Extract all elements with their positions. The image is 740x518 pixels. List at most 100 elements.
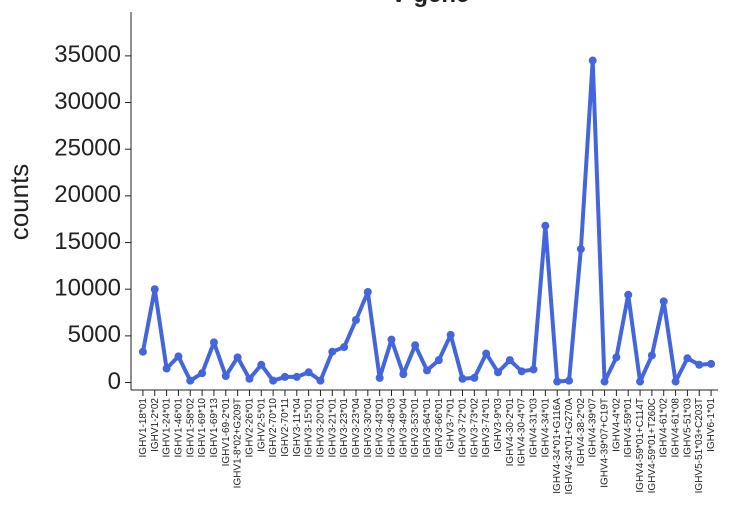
x-tick-label: IGHV3-49*04 — [398, 398, 409, 458]
x-tick-label: IGHV3-11*04 — [292, 398, 303, 457]
data-point — [150, 285, 159, 294]
data-point — [707, 359, 716, 368]
data-point — [553, 377, 562, 386]
data-point — [221, 372, 230, 380]
x-tick-label: IGHV4-30-2*01 — [505, 398, 516, 467]
x-tick-label: IGHV6-1*01 — [706, 398, 717, 452]
x-tick-label: IGHV3-66*01 — [434, 398, 445, 458]
x-tick-label: IGHV4-59*01 — [623, 398, 634, 458]
y-tick-label: 20000 — [54, 181, 121, 208]
data-point — [612, 353, 621, 362]
x-tick-label: IGHV1-69*13 — [209, 398, 220, 458]
x-tick-label: IGHV1-18*01 — [138, 398, 149, 458]
data-point — [659, 297, 668, 306]
data-point — [647, 351, 656, 360]
data-point — [494, 368, 503, 377]
x-tick-label: IGHV3-72*01 — [458, 398, 469, 458]
x-tick-label: IGHV3-7*01 — [446, 398, 457, 452]
data-point — [245, 374, 254, 383]
data-point — [636, 377, 645, 386]
x-tick-label: IGHV4-39*07 — [588, 398, 599, 458]
data-point — [351, 316, 360, 324]
data-point — [269, 376, 278, 385]
data-point — [529, 365, 538, 374]
x-tick-label: IGHV3-21*01 — [327, 398, 338, 458]
data-point — [695, 360, 704, 369]
x-tick-label: IGHV4-39*07+C19T — [600, 398, 611, 488]
data-point — [304, 368, 313, 377]
y-tick-label: 10000 — [54, 275, 121, 302]
y-tick-label: 5000 — [68, 321, 121, 348]
data-point — [209, 338, 218, 347]
x-tick-label: IGHV3-30*04 — [363, 398, 374, 458]
x-tick-label: IGHV1-69*10 — [197, 398, 208, 458]
x-tick-label: IGHV3-43*01 — [375, 398, 386, 458]
data-point — [517, 367, 526, 376]
x-tick-label: IGHV3-74*01 — [481, 398, 492, 458]
x-tick-label: IGHV4-61*02 — [659, 398, 670, 458]
data-point — [505, 356, 514, 365]
x-tick-label: IGHV4-38-2*02 — [576, 398, 587, 467]
data-point — [588, 56, 597, 65]
x-tick-label: IGHV3-64*01 — [422, 398, 433, 458]
data-point — [576, 245, 585, 254]
data-point — [280, 372, 289, 381]
data-point — [671, 377, 680, 386]
chart-title: V gene — [391, 0, 470, 8]
x-tick-label: IGHV3-15*01 — [304, 398, 315, 458]
x-tick-label: IGHV4-59*01+T260C — [647, 398, 658, 493]
data-point — [624, 290, 633, 299]
x-tick-label: IGHV3-53*01 — [410, 398, 421, 458]
data-point — [470, 373, 479, 382]
data-point — [375, 373, 384, 382]
x-tick-label: IGHV3-48*03 — [386, 398, 397, 458]
data-point — [186, 376, 195, 385]
x-tick-label: IGHV4-34*01+G116A — [552, 398, 563, 494]
x-tick-label: IGHV1-46*01 — [173, 398, 184, 458]
x-tick-label: IGHV3-23*01 — [339, 398, 350, 458]
x-tick-label: IGHV1-24*01 — [162, 398, 173, 458]
data-point — [328, 347, 337, 356]
x-tick-label: IGHV2-5*01 — [256, 398, 267, 452]
data-point — [198, 369, 207, 378]
data-point — [162, 364, 171, 373]
data-point — [174, 352, 183, 361]
data-point — [683, 354, 692, 363]
data-point — [340, 343, 349, 352]
x-tick-label: IGHV4-31*03 — [529, 398, 540, 458]
data-point — [434, 356, 443, 365]
x-tick-label: IGHV5-51*03 — [682, 398, 693, 458]
y-tick-label: 0 — [108, 368, 121, 395]
x-tick-label: IGHV5-51*03+C203T — [694, 398, 705, 493]
data-point — [399, 370, 408, 379]
x-tick-label: IGHV1-8*02+G209T — [233, 398, 244, 488]
x-tick-label: IGHV4-4*02 — [611, 398, 622, 452]
x-tick-label: IGHV1-58*02 — [185, 398, 196, 458]
x-tick-label: IGHV2-70*11 — [280, 398, 291, 457]
data-point — [138, 347, 147, 356]
data-point — [257, 360, 266, 369]
y-tick-label: 30000 — [54, 88, 121, 115]
x-tick-label: IGHV1-2*02 — [150, 398, 161, 452]
data-point — [292, 372, 301, 381]
data-point — [565, 376, 574, 385]
data-point — [387, 335, 396, 344]
y-axis-label: counts — [4, 164, 34, 241]
x-tick-label: IGHV4-34*01+G270A — [564, 398, 575, 495]
x-tick-label: IGHV3-23*04 — [351, 398, 362, 458]
x-tick-label: IGHV2-26*01 — [244, 398, 255, 458]
x-tick-label: IGHV4-59*01+C114T — [635, 398, 646, 493]
x-tick-label: IGHV2-70*10 — [268, 398, 279, 458]
data-point — [411, 341, 420, 350]
x-tick-label: IGHV1-69-2*01 — [221, 398, 232, 467]
data-point — [316, 376, 325, 385]
data-line — [140, 58, 712, 384]
data-point — [423, 366, 431, 375]
data-point — [233, 353, 242, 362]
x-tick-label: IGHV4-61*08 — [671, 398, 682, 458]
data-point — [458, 374, 467, 383]
x-tick-label: IGHV4-34*01 — [540, 398, 551, 458]
data-point — [363, 288, 372, 296]
y-tick-label: 35000 — [54, 41, 121, 68]
